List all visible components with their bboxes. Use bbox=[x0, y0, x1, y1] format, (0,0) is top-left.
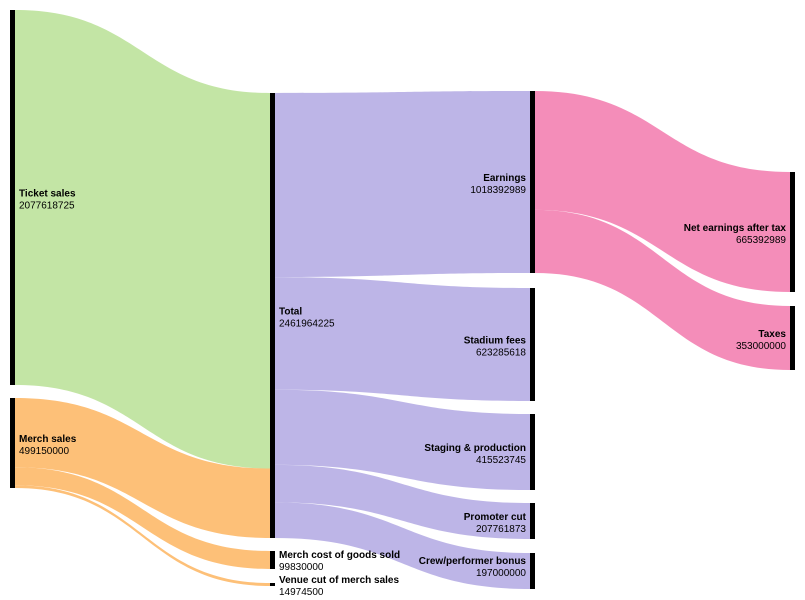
node-mcogs bbox=[270, 551, 275, 569]
sankey-nodes bbox=[10, 10, 795, 589]
label-venue-value: 14974500 bbox=[279, 587, 324, 598]
link-total-to-staging bbox=[275, 389, 530, 490]
label-staging-value: 415523745 bbox=[476, 455, 526, 466]
label-net-name: Net earnings after tax bbox=[684, 223, 787, 234]
label-venue-name: Venue cut of merch sales bbox=[279, 575, 399, 586]
link-earnings-to-net bbox=[535, 91, 790, 292]
label-crew-value: 197000000 bbox=[476, 568, 526, 579]
label-net-value: 665392989 bbox=[736, 235, 786, 246]
node-merch bbox=[10, 398, 15, 488]
label-merch-name: Merch sales bbox=[19, 434, 77, 445]
node-net bbox=[790, 172, 795, 292]
link-earnings-to-taxes bbox=[535, 209, 790, 370]
node-earnings bbox=[530, 91, 535, 273]
label-mcogs-name: Merch cost of goods sold bbox=[279, 550, 400, 561]
node-venue bbox=[270, 583, 275, 586]
label-merch-value: 499150000 bbox=[19, 446, 69, 457]
node-promoter bbox=[530, 503, 535, 539]
label-earnings-name: Earnings bbox=[483, 173, 526, 184]
node-taxes bbox=[790, 306, 795, 370]
label-total-name: Total bbox=[279, 307, 302, 318]
label-taxes-name: Taxes bbox=[758, 329, 786, 340]
label-mcogs-value: 99830000 bbox=[279, 562, 324, 573]
link-total-to-promoter bbox=[275, 464, 530, 539]
node-ticket bbox=[10, 10, 15, 385]
label-ticket-value: 2077618725 bbox=[19, 201, 75, 212]
link-ticket-to-total bbox=[15, 10, 270, 469]
node-staging bbox=[530, 414, 535, 490]
label-taxes-value: 353000000 bbox=[736, 341, 786, 352]
node-stadium bbox=[530, 288, 535, 401]
link-merch-to-total bbox=[15, 398, 270, 538]
label-promoter-value: 207761873 bbox=[476, 524, 526, 535]
sankey-links bbox=[15, 10, 790, 589]
label-total-value: 2461964225 bbox=[279, 319, 335, 330]
link-total-to-earnings bbox=[275, 91, 530, 278]
label-stadium-value: 623285618 bbox=[476, 348, 526, 359]
link-total-to-stadium bbox=[275, 277, 530, 401]
node-total bbox=[270, 93, 275, 538]
label-crew-name: Crew/performer bonus bbox=[419, 556, 527, 567]
link-total-to-crew bbox=[275, 502, 530, 589]
label-ticket-name: Ticket sales bbox=[19, 189, 76, 200]
label-promoter-name: Promoter cut bbox=[464, 512, 527, 523]
link-merch-to-mcogs bbox=[15, 467, 270, 569]
label-earnings-value: 1018392989 bbox=[470, 185, 526, 196]
label-stadium-name: Stadium fees bbox=[464, 336, 527, 347]
node-crew bbox=[530, 553, 535, 589]
link-merch-to-venue bbox=[15, 485, 270, 586]
label-staging-name: Staging & production bbox=[424, 443, 526, 454]
